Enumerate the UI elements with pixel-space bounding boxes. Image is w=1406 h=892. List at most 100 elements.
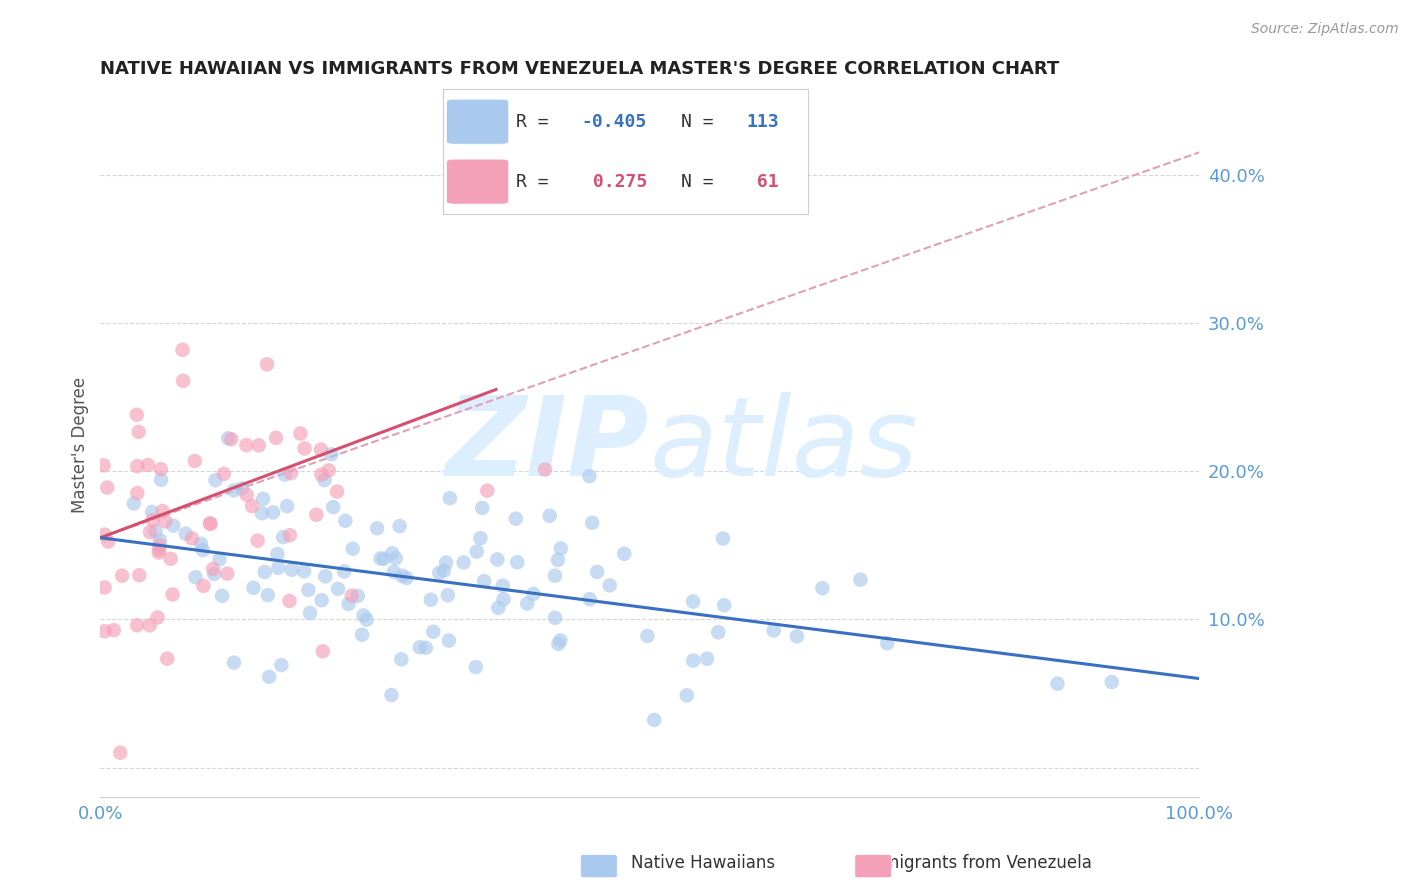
Point (278, 594, 301, 608)
Point (290, 426, 312, 441)
Text: 113: 113 (747, 112, 779, 130)
Point (544, 611, 567, 625)
Point (711, 532, 734, 546)
Point (486, 552, 509, 566)
Point (148, 538, 170, 552)
Point (314, 473, 336, 487)
Point (148, 545, 170, 559)
Point (93, 458, 115, 473)
Point (599, 578, 621, 592)
Point (340, 589, 363, 603)
Point (219, 432, 242, 446)
Point (550, 633, 572, 648)
Point (342, 541, 364, 556)
Point (578, 469, 600, 483)
Point (613, 547, 636, 561)
Point (586, 565, 609, 579)
Point (276, 499, 298, 513)
Point (103, 623, 125, 637)
Point (366, 521, 388, 535)
Point (184, 454, 207, 468)
Point (240, 499, 263, 513)
Point (280, 466, 302, 480)
Text: atlas: atlas (650, 392, 918, 499)
Point (250, 506, 273, 520)
Point (1046, 676, 1069, 690)
Point (370, 551, 392, 566)
Point (180, 532, 202, 546)
Point (337, 597, 360, 611)
Text: Source: ZipAtlas.com: Source: ZipAtlas.com (1251, 22, 1399, 37)
Text: R =: R = (516, 112, 548, 130)
FancyBboxPatch shape (447, 99, 509, 145)
Point (191, 543, 214, 558)
Point (311, 467, 333, 482)
Point (326, 484, 349, 499)
Point (267, 561, 290, 575)
Point (391, 569, 413, 583)
Point (281, 563, 304, 577)
Point (311, 593, 333, 607)
Point (434, 556, 457, 570)
Point (162, 587, 184, 601)
Text: Native Hawaiians: Native Hawaiians (631, 855, 775, 872)
Point (471, 500, 494, 515)
Point (146, 610, 169, 624)
Point (492, 579, 515, 593)
Point (235, 438, 257, 452)
Point (172, 343, 194, 357)
Point (111, 568, 134, 582)
Point (231, 482, 253, 496)
Point (292, 564, 315, 578)
Point (174, 526, 197, 541)
Point (346, 589, 368, 603)
Point (333, 565, 356, 579)
Point (122, 496, 145, 510)
Point (93, 581, 115, 595)
Point (388, 519, 411, 533)
Point (675, 689, 697, 703)
Point (125, 618, 148, 632)
Point (262, 505, 284, 519)
Point (470, 531, 492, 545)
Point (298, 606, 321, 620)
Point (581, 516, 603, 530)
Point (149, 473, 172, 487)
Point (356, 613, 378, 627)
Point (127, 459, 149, 474)
Point (271, 530, 294, 544)
Point (256, 357, 278, 371)
Point (506, 555, 529, 569)
Point (707, 625, 730, 640)
Point (253, 565, 276, 579)
Point (382, 565, 405, 579)
Point (433, 564, 456, 578)
Point (149, 462, 172, 476)
Point (274, 467, 297, 482)
Point (538, 508, 561, 523)
Text: R =: R = (516, 173, 548, 191)
Text: Immigrants from Venezuela: Immigrants from Venezuela (862, 855, 1092, 872)
Point (138, 618, 160, 632)
Point (264, 431, 287, 445)
Point (309, 442, 332, 457)
Text: 61: 61 (747, 173, 779, 191)
Point (270, 658, 292, 673)
Point (136, 458, 159, 472)
Point (252, 491, 274, 506)
Point (350, 628, 373, 642)
Point (242, 581, 264, 595)
Point (141, 505, 163, 519)
Point (212, 467, 235, 481)
Point (505, 511, 527, 525)
Point (395, 571, 418, 585)
Point (492, 592, 515, 607)
Point (217, 431, 239, 445)
Point (464, 660, 486, 674)
Point (516, 597, 538, 611)
Point (278, 528, 301, 542)
Point (713, 599, 735, 613)
Point (222, 656, 245, 670)
Point (256, 588, 278, 602)
Point (384, 551, 406, 566)
